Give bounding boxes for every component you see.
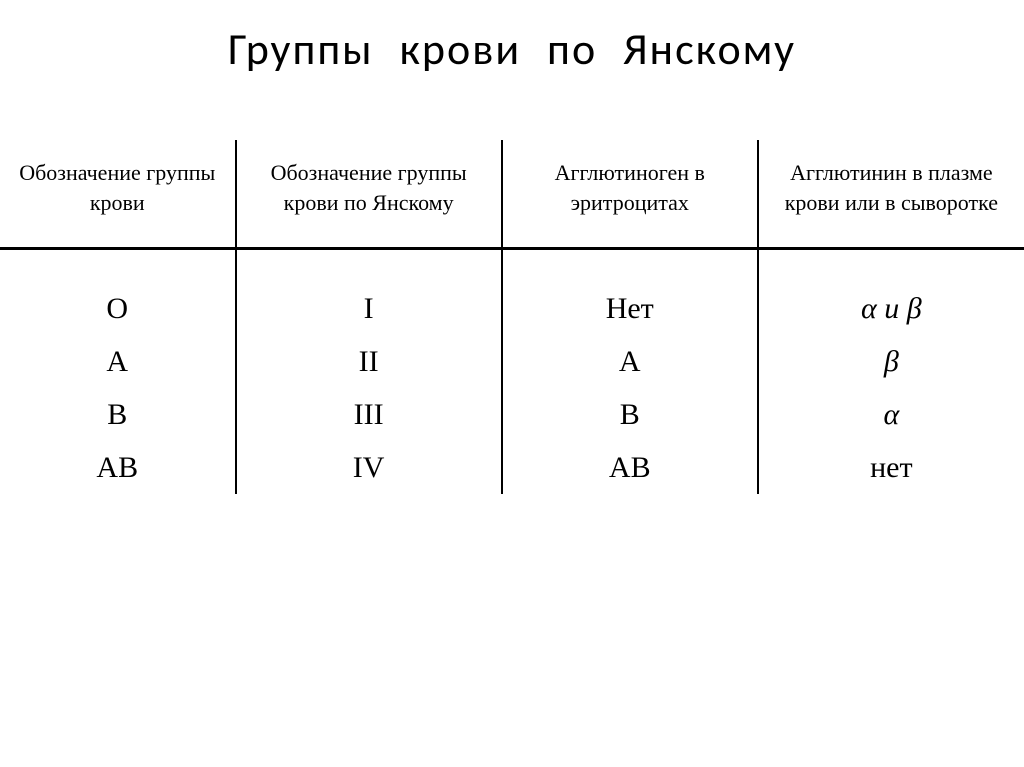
col-header-jansky: Обозначение группы крови по Янскому	[236, 140, 502, 249]
table: Обозначение группы крови Обозначение гру…	[0, 140, 1024, 494]
cell-agglutinogen: Нет	[502, 249, 758, 336]
col-header-designation: Обозначение группы крови	[0, 140, 236, 249]
cell-agglutinogen: A	[502, 335, 758, 388]
table-header-row: Обозначение группы крови Обозначение гру…	[0, 140, 1024, 249]
slide: Группы крови по Янскому Обозначение груп…	[0, 0, 1024, 767]
cell-agglutinin: нет	[758, 441, 1024, 494]
cell-jansky: I	[236, 249, 502, 336]
table-row: O I Нет α и β	[0, 249, 1024, 336]
cell-jansky: III	[236, 388, 502, 441]
col-header-agglutinogen: Агглютиноген в эритроцитах	[502, 140, 758, 249]
cell-designation: AB	[0, 441, 236, 494]
cell-designation: B	[0, 388, 236, 441]
cell-agglutinogen: B	[502, 388, 758, 441]
cell-designation: O	[0, 249, 236, 336]
cell-jansky: II	[236, 335, 502, 388]
cell-agglutinogen: AB	[502, 441, 758, 494]
cell-designation: A	[0, 335, 236, 388]
cell-agglutinin: α	[758, 388, 1024, 441]
page-title: Группы крови по Янскому	[0, 0, 1024, 76]
blood-groups-table: Обозначение группы крови Обозначение гру…	[0, 140, 1024, 494]
cell-jansky: IV	[236, 441, 502, 494]
col-header-agglutinin: Агглютинин в плазме крови или в сыворотк…	[758, 140, 1024, 249]
table-row: AB IV AB нет	[0, 441, 1024, 494]
cell-agglutinin: β	[758, 335, 1024, 388]
cell-agglutinin: α и β	[758, 249, 1024, 336]
table-row: A II A β	[0, 335, 1024, 388]
table-row: B III B α	[0, 388, 1024, 441]
